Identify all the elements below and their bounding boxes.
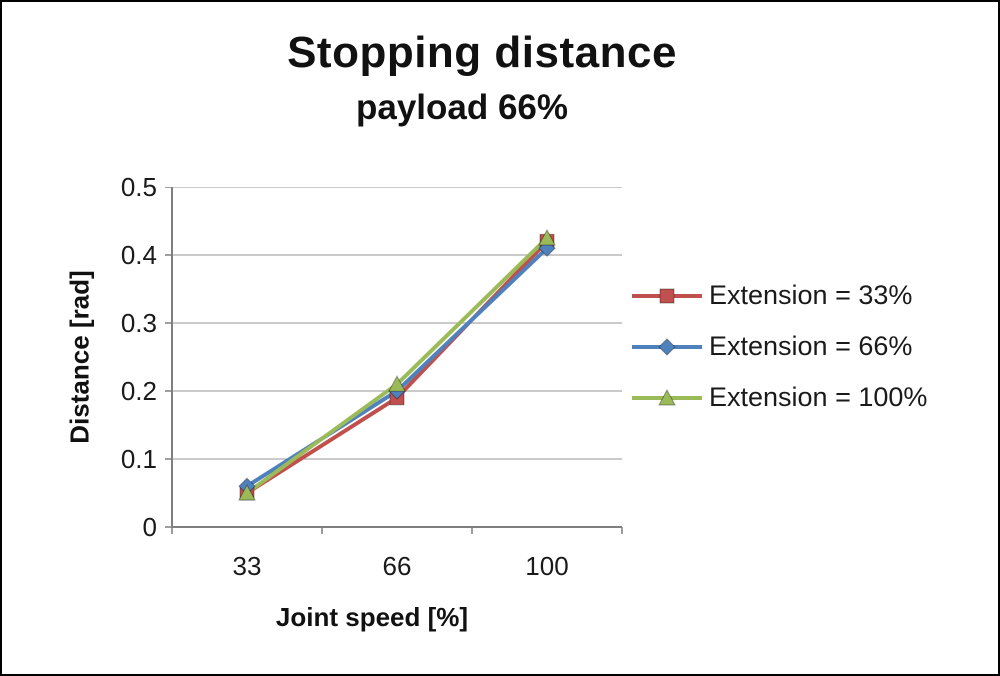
y-axis-title: Distance [rad] bbox=[64, 270, 95, 444]
y-tick-label: 0.3 bbox=[120, 308, 157, 338]
x-tick-label: 33 bbox=[232, 551, 262, 581]
legend-label: Extension = 66% bbox=[709, 331, 913, 361]
chart-title: Stopping distance bbox=[287, 28, 677, 77]
y-tick-label: 0.4 bbox=[120, 240, 157, 270]
plot-area bbox=[165, 187, 623, 534]
legend-item: Extension = 66% bbox=[630, 331, 927, 362]
legend-label: Extension = 33% bbox=[709, 280, 913, 310]
y-tick-label: 0 bbox=[142, 512, 157, 542]
square-marker-icon bbox=[632, 288, 702, 303]
legend-label: Extension = 100% bbox=[709, 382, 928, 412]
y-tick-label: 0.5 bbox=[120, 172, 157, 202]
legend-item: Extension = 100% bbox=[630, 382, 927, 413]
y-tick-label: 0.1 bbox=[120, 444, 157, 474]
y-tick-label: 0.2 bbox=[120, 376, 157, 406]
x-axis-title: Joint speed [%] bbox=[275, 602, 469, 632]
legend: Extension = 33% Extension = 66% Extensio… bbox=[630, 280, 927, 413]
legend-item: Extension = 33% bbox=[630, 280, 927, 311]
triangle-marker-icon bbox=[632, 388, 702, 405]
chart-subtitle: payload 66% bbox=[355, 88, 569, 127]
x-tick-label: 66 bbox=[382, 551, 412, 581]
diamond-marker-icon bbox=[632, 337, 702, 356]
x-tick-label: 100 bbox=[525, 551, 569, 581]
